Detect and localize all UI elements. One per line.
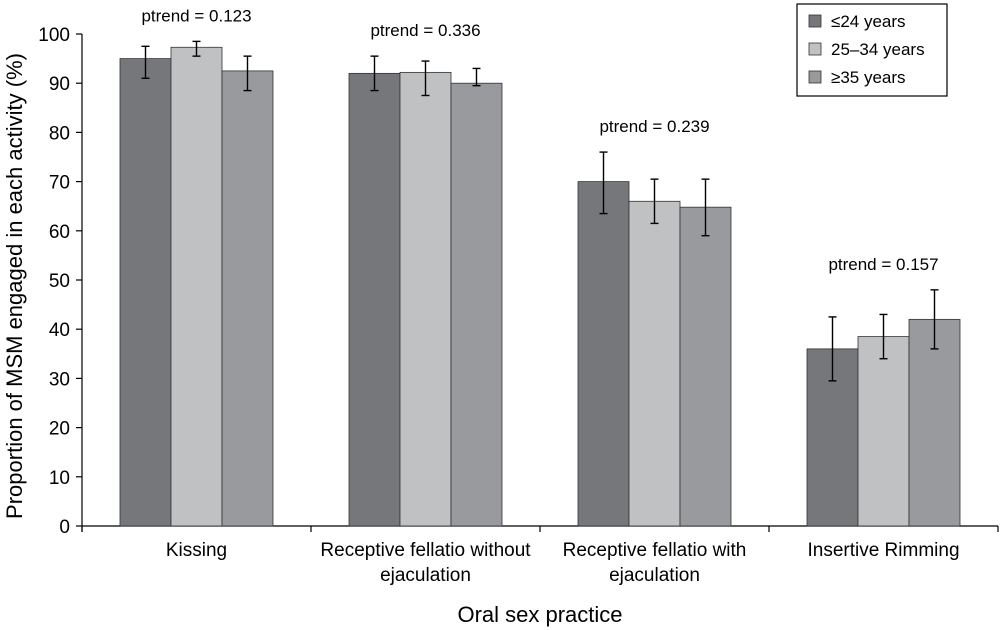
legend-label: 25–34 years <box>831 40 925 59</box>
bar <box>348 72 401 527</box>
bar <box>119 58 172 527</box>
error-bars <box>141 40 939 382</box>
legend-swatch <box>808 70 822 84</box>
bar <box>577 181 630 527</box>
y-axis: 0 10 20 30 40 50 60 70 80 90 100 <box>38 25 82 538</box>
ptrend-annotation: ptrend = 0.157 <box>828 255 938 274</box>
x-category-label: ejaculation <box>380 565 471 586</box>
y-tick-label: 0 <box>59 517 70 538</box>
x-category-label: Insertive Rimming <box>807 540 959 561</box>
legend-swatch <box>808 14 822 28</box>
legend-swatch <box>808 42 822 56</box>
bar <box>908 318 961 527</box>
ptrend-annotation: ptrend = 0.239 <box>599 117 709 136</box>
bar <box>628 200 681 527</box>
y-tick-label: 50 <box>49 271 70 292</box>
bars <box>119 46 961 527</box>
y-tick-label: 30 <box>49 369 70 390</box>
x-axis-title: Oral sex practice <box>457 602 622 627</box>
x-axis: Kissing Receptive fellatio without ejacula… <box>81 526 999 586</box>
x-category-label: ejaculation <box>609 565 700 586</box>
y-tick-label: 10 <box>49 468 70 489</box>
ptrend-annotations: ptrend = 0.123 ptrend = 0.336 ptrend = 0.2… <box>141 6 938 273</box>
y-tick-label: 80 <box>49 123 70 144</box>
y-tick-label: 20 <box>49 419 70 440</box>
y-tick-label: 60 <box>49 222 70 243</box>
bar <box>450 82 503 527</box>
y-tick-label: 70 <box>49 173 70 194</box>
x-category-label: Receptive fellatio with <box>563 540 747 561</box>
bar <box>857 336 910 527</box>
legend: ≤24 years 25–34 years ≥35 years <box>796 3 948 97</box>
x-category-label: Receptive fellatio without <box>320 540 531 561</box>
y-axis-title: Proportion of MSM engaged in each activi… <box>2 53 27 519</box>
bar <box>221 70 274 527</box>
bar <box>170 46 223 527</box>
legend-label: ≥35 years <box>831 68 906 87</box>
ptrend-annotation: ptrend = 0.123 <box>141 6 251 25</box>
y-tick-label: 100 <box>38 25 70 46</box>
ptrend-annotation: ptrend = 0.336 <box>370 21 480 40</box>
y-tick-label: 90 <box>49 74 70 95</box>
legend-label: ≤24 years <box>831 12 906 31</box>
legend-box <box>796 3 948 97</box>
y-tick-label: 40 <box>49 320 70 341</box>
bar <box>399 71 452 527</box>
bar <box>679 206 732 527</box>
x-category-label: Kissing <box>166 540 227 561</box>
